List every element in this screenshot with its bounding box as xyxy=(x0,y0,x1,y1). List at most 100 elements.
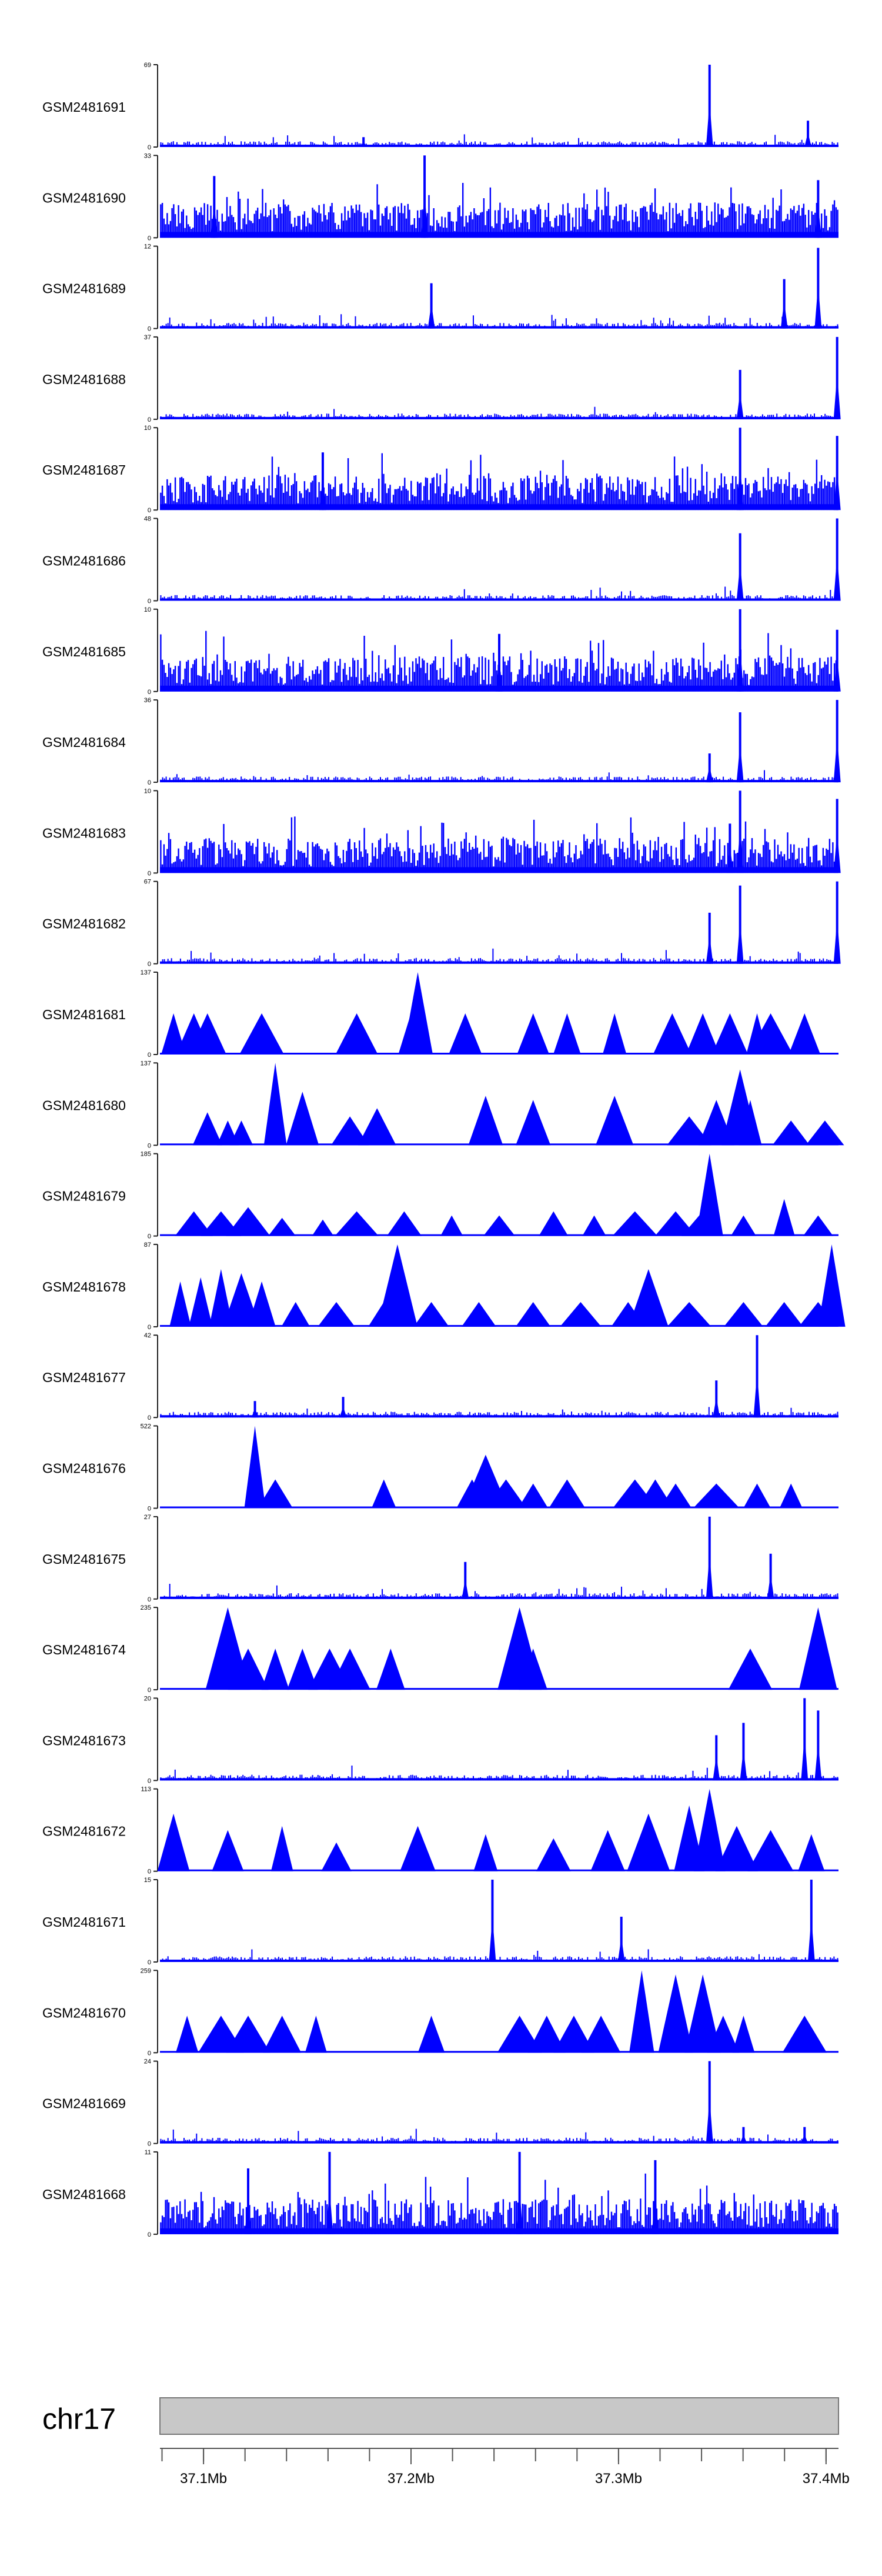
signal-peak-base xyxy=(211,203,218,238)
signal-baseline xyxy=(160,598,838,601)
y-max-label: 15 xyxy=(144,1877,151,1884)
signal-peak xyxy=(667,1116,712,1146)
y-min-label: 0 xyxy=(148,507,151,514)
track-label: GSM2481683 xyxy=(42,825,126,840)
signal-peak-base xyxy=(804,132,812,147)
signal-peak xyxy=(312,1219,334,1236)
signal-peak-base xyxy=(427,303,435,329)
track-GSM2481672: GSM2481672 113 0 xyxy=(42,1786,838,1876)
signal-peak xyxy=(728,1649,773,1690)
signal-peak-base xyxy=(736,646,744,692)
signal-peak-base xyxy=(726,846,734,873)
signal-baseline xyxy=(160,1324,838,1327)
signal-peak-base xyxy=(496,659,503,692)
track-label: GSM2481691 xyxy=(42,99,126,115)
track-GSM2481670: GSM2481670 259 0 xyxy=(42,1967,838,2057)
track-label: GSM2481671 xyxy=(42,1914,126,1930)
signal-peak-base xyxy=(814,1741,822,1781)
track-label: GSM2481681 xyxy=(42,1007,126,1022)
signal-trace xyxy=(160,630,838,692)
signal-peak xyxy=(516,1100,551,1146)
signal-peak xyxy=(798,1834,825,1871)
y-max-label: 87 xyxy=(144,1242,151,1249)
y-max-label: 27 xyxy=(144,1514,151,1521)
signal-baseline xyxy=(160,145,838,147)
signal-trace xyxy=(160,816,838,873)
y-min-label: 0 xyxy=(148,235,151,242)
y-min-label: 0 xyxy=(148,1052,151,1059)
major-tick-label: 37.3Mb xyxy=(595,2471,642,2487)
track-label: GSM2481676 xyxy=(42,1461,126,1476)
track-GSM2481675: GSM2481675 27 0 xyxy=(42,1514,838,1603)
ideogram: chr17 37.1Mb 37.2Mb 37.3Mb 37.4Mb xyxy=(42,2397,850,2487)
signal-peak-base xyxy=(713,1756,720,1781)
signal-baseline xyxy=(160,326,838,329)
track-label: GSM2481669 xyxy=(42,2096,126,2111)
signal-peak xyxy=(318,1302,355,1327)
signal-peak xyxy=(497,2016,542,2053)
signal-peak-base xyxy=(736,743,744,783)
signal-peak-base xyxy=(801,1735,808,1781)
signal-peak xyxy=(707,2016,740,2053)
y-min-label: 0 xyxy=(148,144,151,151)
signal-peak xyxy=(239,1013,285,1055)
track-GSM2481676: GSM2481676 522 0 xyxy=(42,1423,838,1513)
y-min-label: 0 xyxy=(148,2231,151,2238)
signal-peak xyxy=(799,1607,837,1690)
y-min-label: 0 xyxy=(148,1233,151,1240)
signal-peak-base xyxy=(740,1749,747,1781)
signal-peak xyxy=(629,1970,654,2053)
y-min-label: 0 xyxy=(148,326,151,333)
signal-peak xyxy=(329,1649,370,1690)
signal-peak xyxy=(483,1215,516,1236)
signal-peak xyxy=(287,1649,318,1690)
track-label: GSM2481680 xyxy=(42,1097,126,1113)
signal-peak xyxy=(515,1302,551,1327)
signal-peak xyxy=(270,1826,293,1871)
signal-peak xyxy=(229,1120,253,1146)
signal-peak xyxy=(782,2016,827,2053)
track-GSM2481684: GSM2481684 36 0 xyxy=(42,697,841,786)
signal-peak xyxy=(335,1013,378,1055)
signal-peak xyxy=(440,1215,463,1236)
signal-peak xyxy=(377,1244,418,1327)
track-GSM2481671: GSM2481671 15 0 xyxy=(42,1877,838,1966)
signal-peak xyxy=(358,1108,396,1146)
signal-peak xyxy=(175,1211,213,1236)
signal-peak xyxy=(711,1013,749,1055)
signal-peak xyxy=(263,1063,287,1146)
signal-peak xyxy=(789,1013,821,1055)
signal-peak-base xyxy=(713,1397,720,1418)
y-min-label: 0 xyxy=(148,870,151,877)
track-GSM2481678: GSM2481678 87 0 xyxy=(42,1242,846,1331)
signal-peak-base xyxy=(833,832,841,873)
y-min-label: 0 xyxy=(148,1414,151,1422)
signal-peak xyxy=(602,1013,627,1055)
signal-peak xyxy=(739,1100,762,1146)
signal-peak xyxy=(371,1479,396,1509)
signal-peak xyxy=(268,1217,296,1236)
track-GSM2481681: GSM2481681 137 0 xyxy=(42,969,838,1059)
y-min-label: 0 xyxy=(148,1506,151,1513)
signal-peak xyxy=(806,1120,844,1146)
signal-peak-base xyxy=(462,1579,469,1599)
signal-peak xyxy=(654,1211,697,1236)
signal-peak xyxy=(818,1244,846,1327)
signal-trace xyxy=(160,453,838,510)
signal-peak xyxy=(693,1483,740,1509)
signal-peak xyxy=(684,1974,721,2053)
signal-peak-base xyxy=(706,2098,713,2144)
track-GSM2481689: GSM2481689 12 0 xyxy=(42,243,838,333)
signal-peak-base xyxy=(833,737,841,783)
signal-peak xyxy=(560,1302,602,1327)
signal-peak xyxy=(244,1426,266,1509)
major-ticks: 37.1Mb 37.2Mb 37.3Mb 37.4Mb xyxy=(180,2448,850,2487)
track-label: GSM2481670 xyxy=(42,2005,126,2020)
track-label: GSM2481689 xyxy=(42,281,126,296)
signal-peak xyxy=(539,1211,569,1236)
y-min-label: 0 xyxy=(148,1142,151,1149)
signal-peak xyxy=(595,1096,634,1146)
y-min-label: 0 xyxy=(148,961,151,968)
y-min-label: 0 xyxy=(148,689,151,696)
